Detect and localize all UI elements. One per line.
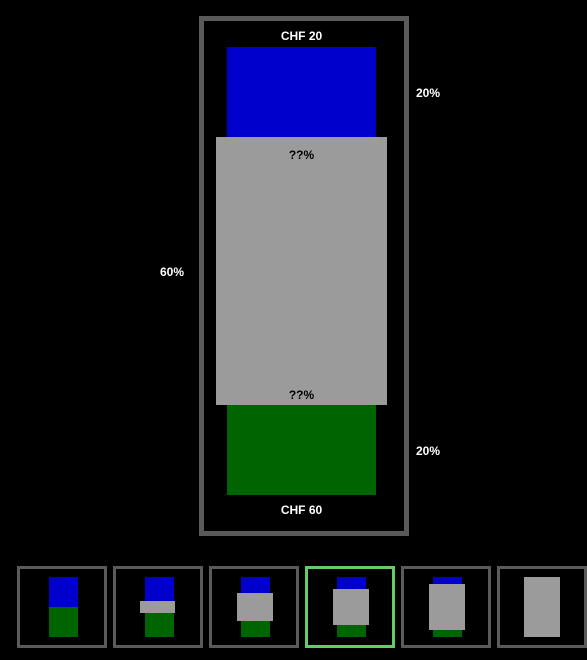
thumbnail-gray-segment [140, 601, 175, 613]
gray-segment [216, 137, 387, 405]
green-segment [227, 405, 376, 495]
thumbnail-gray-segment [237, 593, 273, 621]
thumbnail-blue-segment [433, 577, 462, 584]
green-percent-label: 20% [416, 444, 441, 458]
blue-percent-label: 20% [416, 86, 441, 100]
thumbnail-gray-segment [333, 589, 369, 625]
main-frame [199, 16, 409, 536]
thumbnail-green-segment [49, 607, 78, 637]
thumbnail-blue-segment [337, 577, 366, 589]
gray-top-percent-label: ??% [288, 148, 315, 162]
thumbnail-green-segment [145, 613, 174, 637]
thumbnail-2[interactable] [113, 566, 203, 648]
thumbnail-gray-segment [524, 577, 560, 637]
thumbnail-green-segment [241, 621, 270, 637]
thumbnail-3[interactable] [209, 566, 299, 648]
thumbnail-strip [17, 566, 587, 648]
thumbnail-blue-segment [145, 577, 174, 601]
blue-segment [227, 47, 376, 137]
gray-bottom-percent-label: ??% [288, 388, 315, 402]
thumbnail-green-segment [433, 630, 462, 637]
thumbnail-6[interactable] [497, 566, 587, 648]
thumbnail-blue-segment [49, 577, 78, 607]
top-value-label: CHF 20 [280, 29, 323, 43]
thumbnail-blue-segment [241, 577, 270, 593]
gray-percent-label: 60% [160, 265, 185, 279]
thumbnail-5[interactable] [401, 566, 491, 648]
thumbnail-1[interactable] [17, 566, 107, 648]
thumbnail-4[interactable] [305, 566, 395, 648]
thumbnail-gray-segment [429, 584, 465, 630]
bottom-value-label: CHF 60 [280, 503, 323, 517]
thumbnail-green-segment [337, 625, 366, 637]
